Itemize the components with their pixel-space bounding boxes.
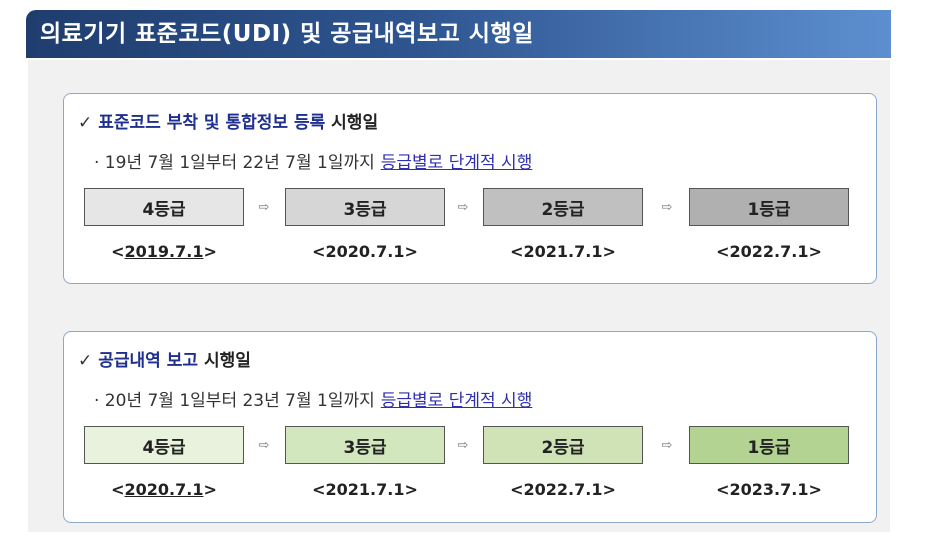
heading-highlight: 표준코드 부착 및 통합정보 등록 (98, 113, 326, 133)
arrow-right-icon: ⇨ (661, 437, 673, 453)
date-value: 2019.7.1 (124, 242, 204, 261)
section-subline: · 20년 7월 1일부터 23년 7월 1일까지 등급별로 단계적 시행 (94, 386, 532, 411)
section-supply-report: ✓ 공급내역 보고 시행일 · 20년 7월 1일부터 23년 7월 1일까지 등급… (63, 331, 877, 523)
grade-step-3: 3등급 (285, 426, 445, 464)
heading-rest: 시행일 (331, 113, 379, 133)
arrow-right-icon: ⇨ (661, 199, 673, 215)
arrow-right-icon: ⇨ (457, 437, 469, 453)
date-label: <2020.7.1> (312, 242, 418, 261)
check-icon: ✓ (78, 351, 93, 371)
heading-highlight: 공급내역 보고 (98, 351, 199, 371)
date-value: 2020.7.1 (124, 480, 204, 499)
section-heading: ✓ 표준코드 부착 및 통합정보 등록 시행일 (78, 108, 378, 133)
section-subline: · 19년 7월 1일부터 22년 7월 1일까지 등급별로 단계적 시행 (94, 148, 532, 173)
arrow-right-icon: ⇨ (258, 199, 270, 215)
check-icon: ✓ (78, 113, 93, 133)
grade-step-2: 2등급 (483, 426, 643, 464)
grade-step-2: 2등급 (483, 188, 643, 226)
subline-link[interactable]: 등급별로 단계적 시행 (380, 391, 533, 411)
arrow-right-icon: ⇨ (457, 199, 469, 215)
page-title: 의료기기 표준코드(UDI) 및 공급내역보고 시행일 (26, 10, 891, 58)
grade-step-4: 4등급 (84, 188, 244, 226)
section-udi-labeling: ✓ 표준코드 부착 및 통합정보 등록 시행일 · 19년 7월 1일부터 22년… (63, 93, 877, 284)
date-label: <2021.7.1> (510, 242, 616, 261)
date-label: <2022.7.1> (716, 242, 822, 261)
grade-step-3: 3등급 (285, 188, 445, 226)
heading-rest: 시행일 (203, 351, 251, 371)
grade-step-1: 1등급 (689, 426, 849, 464)
subline-text: · 20년 7월 1일부터 23년 7월 1일까지 (94, 391, 375, 411)
arrow-right-icon: ⇨ (258, 437, 270, 453)
date-label: <2019.7.1> (111, 242, 217, 261)
section-heading: ✓ 공급내역 보고 시행일 (78, 346, 251, 371)
grade-step-4: 4등급 (84, 426, 244, 464)
date-label: <2020.7.1> (111, 480, 217, 499)
grade-step-1: 1등급 (689, 188, 849, 226)
date-label: <2023.7.1> (716, 480, 822, 499)
date-label: <2022.7.1> (510, 480, 616, 499)
date-label: <2021.7.1> (312, 480, 418, 499)
subline-text: · 19년 7월 1일부터 22년 7월 1일까지 (94, 153, 375, 173)
subline-link[interactable]: 등급별로 단계적 시행 (380, 153, 533, 173)
